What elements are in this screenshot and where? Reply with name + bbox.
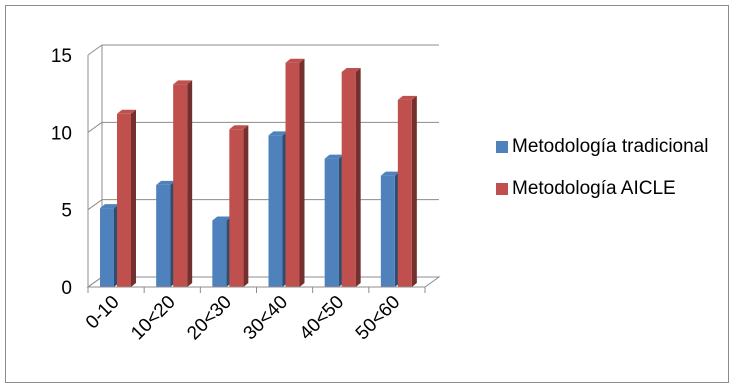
y-tick-label: 15 — [51, 46, 72, 67]
bar-top-tradicional — [100, 204, 119, 209]
bar-tradicional — [268, 135, 283, 287]
bar-top-aicle — [397, 95, 417, 100]
y-tick-label: 0 — [61, 278, 72, 299]
bar-side-aicle — [131, 109, 136, 287]
bar-top-tradicional — [212, 216, 232, 221]
bar-top-tradicional — [156, 180, 176, 185]
x-tick-label: 50<60 — [352, 292, 405, 345]
bar-aicle — [173, 84, 188, 288]
legend-item-series-1: Metodología tradicional — [496, 132, 728, 162]
chart-legend: Metodología tradicional Metodología AICL… — [496, 132, 728, 204]
bar-tradicional — [324, 158, 339, 287]
bar-top-aicle — [341, 68, 361, 73]
x-tick-label: 10<20 — [127, 292, 180, 345]
bar-top-aicle — [285, 58, 305, 63]
x-tick-label: 40<50 — [296, 292, 349, 345]
legend-label-series-2: Metodología AICLE — [512, 178, 676, 199]
legend-item-series-2: Metodología AICLE — [496, 174, 728, 204]
y-tick-label: 5 — [61, 201, 72, 222]
bar-top-aicle — [117, 109, 136, 114]
side-gridline — [87, 121, 103, 133]
legend-label-series-1: Metodología tradicional — [512, 136, 709, 157]
x-tick-label: 20<30 — [183, 292, 236, 345]
bar-aicle — [397, 99, 412, 287]
x-tick-label: 30<40 — [240, 292, 293, 345]
bar-side-aicle — [187, 80, 193, 288]
bar-top-tradicional — [268, 131, 288, 136]
bar-top-tradicional — [324, 154, 344, 159]
bar-side-aicle — [411, 95, 417, 287]
bar-top-tradicional — [380, 171, 400, 176]
bar-aicle — [285, 62, 300, 287]
y-tick-label: 10 — [51, 123, 72, 144]
bar-top-aicle — [229, 125, 249, 130]
legend-swatch-blue — [496, 141, 508, 153]
bar-side-aicle — [243, 125, 249, 288]
bar-tradicional — [100, 208, 114, 287]
bar-aicle — [117, 113, 131, 287]
bar-side-aicle — [299, 58, 305, 287]
bar-aicle — [229, 129, 244, 287]
bar-side-aicle — [355, 68, 361, 287]
side-gridline — [87, 44, 103, 56]
side-gridline — [87, 199, 103, 211]
legend-swatch-red — [496, 183, 508, 195]
x-tick-label: 0-10 — [82, 292, 124, 334]
bar-tradicional — [212, 220, 227, 287]
bar-tradicional — [380, 175, 395, 287]
bar-aicle — [341, 72, 356, 287]
bar-tradicional — [156, 184, 171, 287]
bar-top-aicle — [173, 80, 193, 85]
